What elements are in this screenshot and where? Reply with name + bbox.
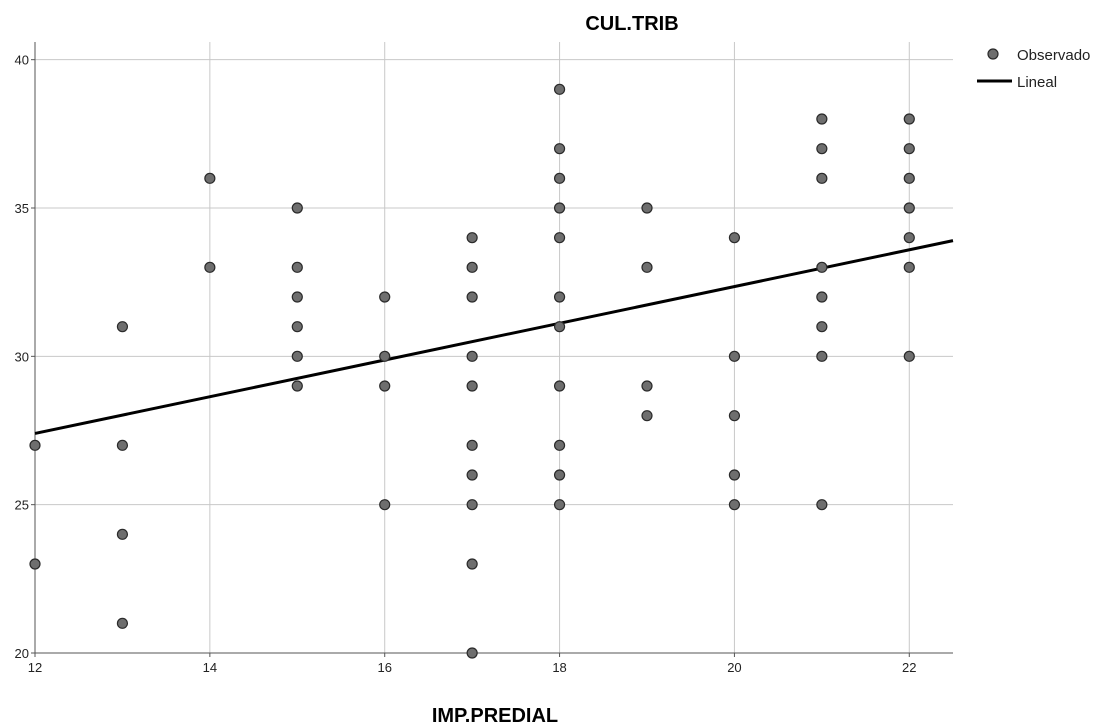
- data-point-46: [728, 469, 741, 481]
- data-point-49: [816, 143, 828, 155]
- data-point-36: [553, 439, 566, 451]
- data-point-27: [466, 647, 478, 659]
- tick-labels: 20 25 30 35 40 12 14 16 18 20 22: [15, 53, 917, 675]
- data-point-15: [379, 350, 391, 362]
- data-point-42: [641, 410, 653, 422]
- data-point-34: [553, 321, 566, 333]
- data-point-51: [816, 261, 828, 273]
- data-point-60: [903, 232, 915, 244]
- data-point-24: [466, 469, 478, 481]
- data-point-20: [466, 291, 478, 303]
- data-point-50: [816, 172, 828, 184]
- data-point-48: [816, 113, 828, 125]
- data-point-25: [466, 499, 478, 511]
- y-tick-label-30: 30: [15, 349, 29, 364]
- data-point-44: [728, 350, 741, 362]
- data-point-6: [204, 172, 216, 184]
- data-point-1: [29, 558, 41, 570]
- legend: Observado Lineal: [977, 47, 1090, 91]
- data-point-26: [466, 558, 478, 570]
- data-point-32: [553, 232, 566, 244]
- x-tick-label-12: 12: [28, 660, 42, 675]
- data-point-56: [903, 113, 915, 125]
- x-tick-label-20: 20: [727, 660, 741, 675]
- x-tick-label-18: 18: [552, 660, 566, 675]
- data-point-61: [903, 261, 915, 273]
- data-point-11: [291, 321, 303, 333]
- data-point-7: [204, 261, 216, 273]
- data-point-0: [29, 439, 41, 451]
- y-tick-label-40: 40: [15, 53, 29, 68]
- data-point-14: [379, 291, 391, 303]
- data-point-29: [553, 143, 566, 155]
- data-point-55: [816, 499, 828, 511]
- data-point-23: [466, 439, 478, 451]
- data-point-16: [379, 380, 391, 392]
- data-point-31: [553, 202, 566, 214]
- data-point-40: [641, 261, 653, 273]
- data-point-43: [728, 232, 741, 244]
- data-point-53: [816, 321, 828, 333]
- x-tick-label-14: 14: [203, 660, 217, 675]
- data-point-41: [641, 380, 653, 392]
- x-tick-label-16: 16: [377, 660, 391, 675]
- data-point-59: [903, 202, 915, 214]
- data-point-4: [116, 528, 129, 540]
- data-point-21: [466, 350, 478, 362]
- data-point-10: [291, 291, 303, 303]
- data-point-12: [291, 350, 303, 362]
- data-point-2: [116, 321, 129, 333]
- data-point-5: [116, 617, 129, 629]
- data-point-22: [466, 380, 478, 392]
- chart-title: CUL.TRIB: [585, 13, 678, 35]
- data-point-52: [816, 291, 828, 303]
- data-point-30: [553, 172, 566, 184]
- legend-label-observado: Observado: [1017, 47, 1090, 64]
- axes: [34, 42, 953, 654]
- data-point-19: [466, 261, 478, 273]
- data-point-9: [291, 261, 303, 273]
- y-tick-label-25: 25: [15, 498, 29, 513]
- linear-fit-line: [34, 239, 954, 435]
- data-point-57: [903, 143, 915, 155]
- legend-label-lineal: Lineal: [1017, 74, 1057, 91]
- data-point-28: [553, 83, 566, 95]
- data-point-39: [641, 202, 653, 214]
- x-axis-title: IMP.PREDIAL: [432, 705, 558, 725]
- data-point-3: [116, 439, 129, 451]
- data-point-35: [553, 380, 566, 392]
- data-point-18: [466, 232, 478, 244]
- data-point-17: [379, 499, 391, 511]
- data-point-37: [553, 469, 566, 481]
- observed-points: [29, 83, 915, 659]
- data-point-45: [728, 410, 741, 422]
- data-point-33: [553, 291, 566, 303]
- data-point-47: [728, 499, 741, 511]
- x-tick-label-22: 22: [902, 660, 916, 675]
- data-point-8: [291, 202, 303, 214]
- data-point-54: [816, 350, 828, 362]
- data-point-58: [903, 172, 915, 184]
- y-tick-label-20: 20: [15, 646, 29, 661]
- data-point-62: [903, 350, 915, 362]
- data-point-38: [553, 499, 566, 511]
- data-point-13: [291, 380, 303, 392]
- grid-lines: [34, 42, 953, 654]
- legend-marker-observado: [987, 48, 999, 60]
- linear-fit-group: [34, 239, 954, 435]
- y-tick-label-35: 35: [15, 201, 29, 216]
